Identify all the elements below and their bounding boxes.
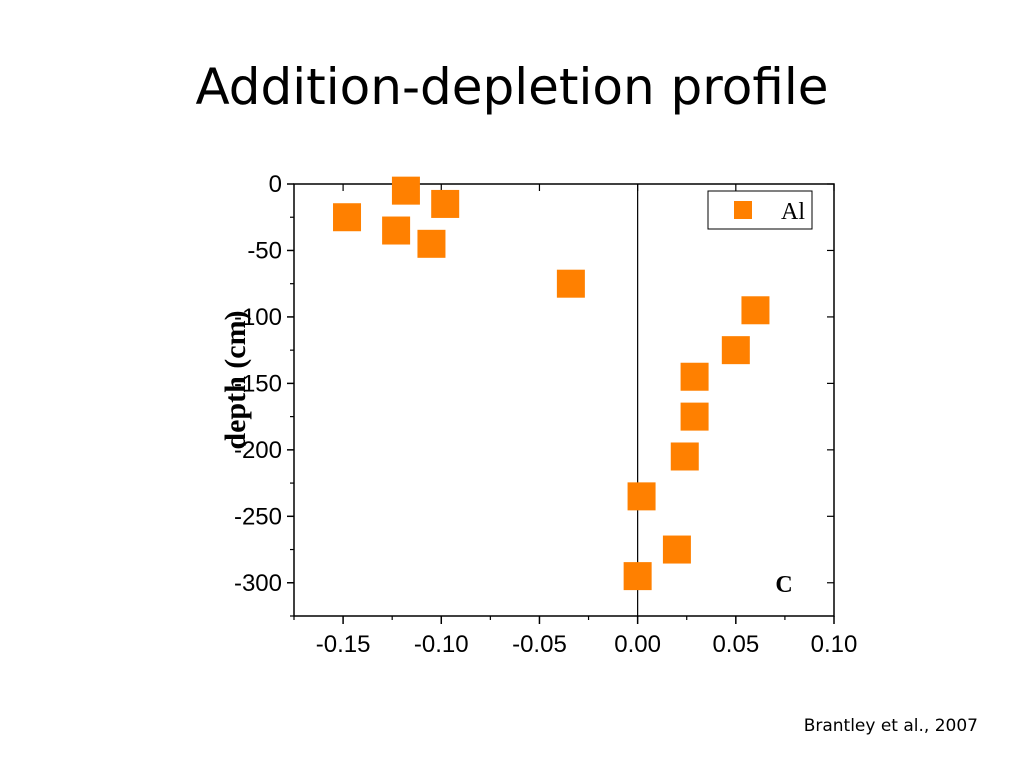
y-tick-label: -300 — [234, 570, 282, 597]
y-tick-label: -50 — [247, 237, 282, 264]
data-point-al — [680, 402, 709, 431]
x-tick-label: 0.10 — [811, 631, 858, 658]
data-point-al — [670, 442, 699, 471]
legend-marker — [734, 201, 752, 219]
y-tick-label: -250 — [234, 503, 282, 530]
data-point-al — [333, 203, 362, 232]
data-point-al — [391, 176, 420, 205]
x-tick-label: 0.05 — [712, 631, 759, 658]
legend-box — [707, 190, 813, 230]
citation: Brantley et al., 2007 — [803, 716, 978, 736]
y-axis-label: depth (cm) — [219, 310, 252, 449]
y-tick-label: 0 — [269, 171, 282, 198]
data-points — [333, 176, 770, 591]
data-point-al — [741, 296, 770, 325]
x-tick-label: -0.15 — [316, 631, 371, 658]
x-tick-label: 0.00 — [614, 631, 661, 658]
data-point-al — [627, 482, 656, 511]
panel-label: C — [775, 572, 792, 598]
axes: -0.15 -0.10 -0.05 0.00 0.05 0.10 0 -50 -100 -150 -… — [219, 171, 857, 658]
data-point-al — [431, 189, 460, 218]
y-tick-label: -200 — [234, 437, 282, 464]
data-point-al — [721, 336, 750, 365]
x-tick-label: -0.05 — [512, 631, 567, 658]
data-point-al — [623, 562, 652, 591]
scatter-chart: -0.15 -0.10 -0.05 0.00 0.05 0.10 0 -50 -100 -150 -… — [219, 171, 857, 658]
data-point-al — [382, 216, 411, 245]
plot-frame — [293, 183, 835, 617]
legend-label: Al — [781, 199, 805, 225]
data-point-al — [556, 269, 585, 298]
data-point-al — [417, 229, 446, 258]
data-point-al — [662, 535, 691, 564]
y-tick-label: -100 — [234, 304, 282, 331]
data-point-al — [680, 362, 709, 391]
x-tick-label: -0.10 — [414, 631, 469, 658]
slide-title: Addition-depletion profile — [195, 58, 829, 116]
legend: Al — [707, 190, 813, 230]
y-tick-label: -150 — [234, 370, 282, 397]
